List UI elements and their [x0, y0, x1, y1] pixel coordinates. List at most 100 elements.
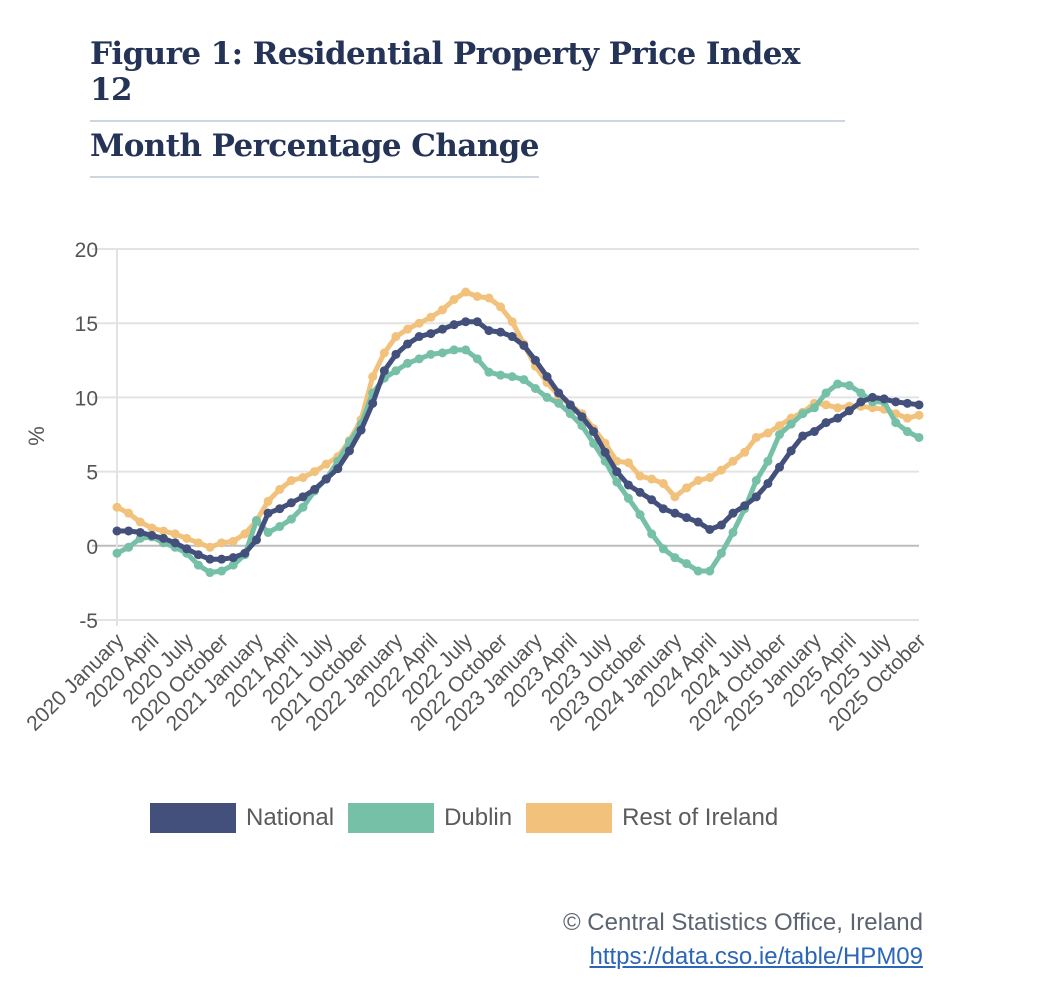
data-point[interactable]: [135, 517, 145, 527]
data-point[interactable]: [228, 560, 238, 570]
data-point[interactable]: [379, 366, 389, 376]
data-point[interactable]: [368, 372, 378, 382]
data-point[interactable]: [449, 320, 459, 330]
data-point[interactable]: [705, 524, 715, 534]
data-point[interactable]: [902, 398, 912, 408]
data-point[interactable]: [251, 516, 261, 526]
data-point[interactable]: [344, 446, 354, 456]
legend-item-national[interactable]: National: [150, 803, 334, 833]
data-point[interactable]: [775, 430, 785, 439]
data-point[interactable]: [647, 529, 657, 539]
data-point[interactable]: [705, 473, 715, 483]
data-point[interactable]: [275, 522, 285, 532]
data-point[interactable]: [193, 550, 203, 560]
data-point[interactable]: [844, 381, 854, 391]
data-point[interactable]: [217, 554, 227, 564]
data-point[interactable]: [124, 542, 134, 552]
data-point[interactable]: [240, 529, 250, 539]
data-point[interactable]: [716, 465, 726, 475]
data-point[interactable]: [275, 504, 285, 514]
data-point[interactable]: [554, 388, 564, 398]
data-point[interactable]: [147, 523, 157, 533]
data-point[interactable]: [740, 501, 750, 511]
data-point[interactable]: [519, 340, 529, 350]
data-point[interactable]: [530, 383, 540, 393]
data-point[interactable]: [670, 508, 680, 518]
data-point[interactable]: [437, 348, 447, 358]
data-point[interactable]: [809, 403, 819, 413]
data-point[interactable]: [542, 372, 552, 382]
data-point[interactable]: [170, 529, 180, 539]
data-point[interactable]: [670, 492, 680, 502]
data-point[interactable]: [112, 548, 122, 558]
data-point[interactable]: [193, 560, 203, 570]
data-point[interactable]: [902, 427, 912, 437]
data-point[interactable]: [716, 520, 726, 530]
data-point[interactable]: [403, 358, 413, 368]
data-point[interactable]: [228, 536, 238, 546]
data-point[interactable]: [275, 484, 285, 494]
data-point[interactable]: [856, 388, 866, 398]
data-point[interactable]: [333, 464, 343, 474]
data-point[interactable]: [461, 317, 471, 327]
data-point[interactable]: [623, 458, 633, 468]
data-point[interactable]: [286, 498, 296, 508]
data-point[interactable]: [716, 548, 726, 558]
data-point[interactable]: [589, 427, 599, 437]
data-point[interactable]: [682, 483, 692, 493]
data-point[interactable]: [217, 566, 227, 576]
data-point[interactable]: [809, 427, 819, 437]
data-point[interactable]: [310, 467, 320, 477]
data-point[interactable]: [461, 345, 471, 355]
data-point[interactable]: [414, 332, 424, 342]
data-point[interactable]: [158, 526, 168, 536]
data-point[interactable]: [914, 400, 924, 410]
data-point[interactable]: [519, 375, 529, 385]
data-point[interactable]: [914, 410, 924, 420]
data-point[interactable]: [833, 413, 843, 423]
data-point[interactable]: [472, 291, 482, 301]
data-point[interactable]: [403, 339, 413, 349]
data-point[interactable]: [902, 413, 912, 423]
data-point[interactable]: [682, 559, 692, 569]
data-point[interactable]: [426, 349, 436, 359]
data-point[interactable]: [658, 544, 668, 554]
data-point[interactable]: [635, 510, 645, 520]
data-point[interactable]: [426, 312, 436, 322]
data-point[interactable]: [472, 354, 482, 364]
data-point[interactable]: [833, 379, 843, 389]
data-point[interactable]: [496, 302, 506, 312]
data-point[interactable]: [705, 566, 715, 576]
data-point[interactable]: [786, 446, 796, 456]
data-point[interactable]: [496, 327, 506, 337]
data-point[interactable]: [589, 438, 599, 448]
data-point[interactable]: [612, 467, 622, 477]
data-point[interactable]: [751, 476, 761, 486]
data-point[interactable]: [182, 544, 192, 554]
data-point[interactable]: [472, 317, 482, 327]
data-point[interactable]: [670, 553, 680, 563]
data-point[interactable]: [228, 553, 238, 563]
data-point[interactable]: [763, 428, 773, 438]
data-point[interactable]: [623, 493, 633, 503]
data-point[interactable]: [844, 406, 854, 416]
data-point[interactable]: [112, 502, 122, 512]
data-point[interactable]: [507, 332, 517, 342]
data-point[interactable]: [298, 473, 308, 483]
data-point[interactable]: [623, 480, 633, 490]
data-point[interactable]: [728, 456, 738, 466]
data-point[interactable]: [437, 324, 447, 334]
data-point[interactable]: [577, 412, 587, 422]
data-point[interactable]: [484, 326, 494, 336]
data-point[interactable]: [821, 400, 831, 410]
data-point[interactable]: [298, 492, 308, 502]
data-point[interactable]: [600, 447, 610, 457]
data-point[interactable]: [251, 535, 261, 545]
data-point[interactable]: [798, 409, 808, 419]
data-point[interactable]: [124, 526, 134, 536]
data-point[interactable]: [414, 354, 424, 364]
data-point[interactable]: [775, 462, 785, 472]
data-point[interactable]: [112, 526, 122, 536]
data-point[interactable]: [821, 418, 831, 428]
data-point[interactable]: [914, 432, 924, 442]
